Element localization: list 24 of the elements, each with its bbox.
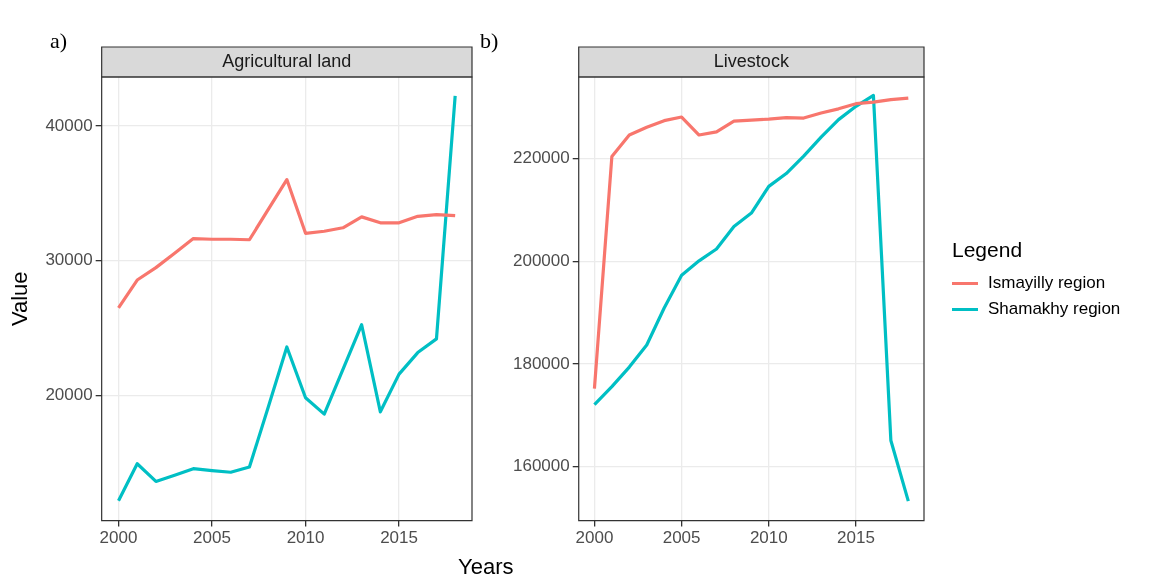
x-axis-title: Years bbox=[458, 554, 514, 580]
x-tick-label: 2005 bbox=[662, 528, 701, 548]
x-tick-label: 2010 bbox=[749, 528, 788, 548]
legend-label: Shamakhy region bbox=[988, 299, 1121, 319]
chart-title: Agricultural land bbox=[222, 50, 352, 71]
x-tick-label: 2005 bbox=[193, 528, 231, 548]
y-tick-label: 200000 bbox=[512, 251, 570, 271]
y-tick-label: 20000 bbox=[45, 385, 93, 405]
x-tick-label: 2015 bbox=[837, 528, 875, 548]
chart-title: Livestock bbox=[713, 50, 790, 71]
x-tick-label: 2010 bbox=[286, 528, 325, 548]
x-tick-label: 2015 bbox=[380, 528, 418, 548]
y-axis-title: Value bbox=[7, 271, 33, 327]
y-tick-label: 180000 bbox=[512, 353, 570, 373]
y-tick-label: 220000 bbox=[512, 148, 570, 168]
legend-label: Ismayilly region bbox=[988, 273, 1106, 293]
y-tick-label: 30000 bbox=[45, 250, 93, 270]
text: b) bbox=[480, 28, 499, 54]
x-tick-label: 2000 bbox=[575, 528, 614, 548]
y-tick-label: 40000 bbox=[45, 115, 93, 135]
legend-title: Legend bbox=[952, 238, 1024, 262]
text: a) bbox=[50, 28, 68, 54]
x-tick-label: 2000 bbox=[99, 528, 138, 548]
y-tick-label: 160000 bbox=[512, 456, 570, 476]
